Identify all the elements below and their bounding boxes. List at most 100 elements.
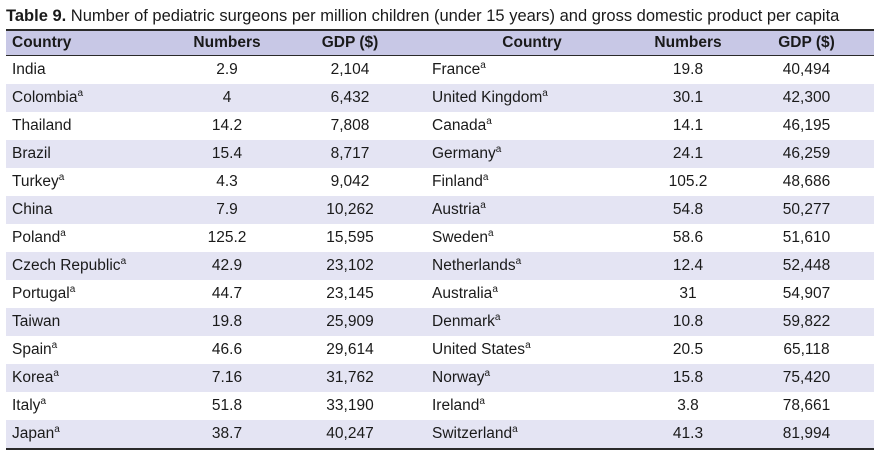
country-cell: Spaina bbox=[6, 336, 181, 364]
country-name: India bbox=[12, 61, 46, 78]
footnote-mark: a bbox=[486, 116, 492, 127]
country-cell: Francea bbox=[427, 56, 637, 85]
table-row: Italya 51.8 33,190 Irelanda 3.8 78,661 bbox=[6, 392, 874, 420]
table-row: Thailand 14.2 7,808 Canadaa 14.1 46,195 bbox=[6, 112, 874, 140]
footnote-mark: a bbox=[120, 256, 127, 267]
numbers-cell: 12.4 bbox=[672, 257, 704, 274]
numbers-cell: 4.3 bbox=[216, 173, 238, 190]
surgeons-gdp-table: Country Numbers GDP ($) Country Numbers … bbox=[6, 29, 874, 450]
country-cell: Netherlandsa bbox=[427, 252, 637, 280]
footnote-mark: a bbox=[492, 284, 498, 295]
country-cell: Taiwan bbox=[6, 308, 181, 336]
country-name: Korea bbox=[12, 369, 54, 386]
header-gdp-left: GDP ($) bbox=[321, 34, 379, 51]
country-cell: Finlanda bbox=[427, 168, 637, 196]
gdp-cell: 81,994 bbox=[782, 425, 831, 442]
gdp-cell: 65,118 bbox=[783, 341, 830, 358]
country-cell: Norwaya bbox=[427, 364, 637, 392]
caption-text: Number of pediatric surgeons per million… bbox=[66, 7, 840, 25]
country-name: Canada bbox=[432, 117, 487, 134]
numbers-cell: 125.2 bbox=[207, 229, 247, 246]
table-row: Brazil 15.4 8,717 Germanya 24.1 46,259 bbox=[6, 140, 874, 168]
country-cell: Thailand bbox=[6, 112, 181, 140]
gdp-cell: 59,822 bbox=[782, 313, 831, 330]
gdp-cell: 33,190 bbox=[326, 397, 374, 414]
numbers-cell: 46.6 bbox=[211, 341, 243, 358]
country-name: Spain bbox=[12, 341, 52, 358]
footnote-mark: a bbox=[542, 88, 548, 99]
gdp-cell: 7,808 bbox=[330, 117, 370, 134]
gdp-cell: 52,448 bbox=[782, 257, 831, 274]
footnote-mark: a bbox=[69, 284, 76, 295]
country-name: Japan bbox=[12, 425, 55, 442]
numbers-cell: 24.1 bbox=[672, 145, 704, 162]
header-numbers-left: Numbers bbox=[193, 34, 261, 51]
gdp-cell: 54,907 bbox=[782, 285, 831, 302]
country-name: Colombia bbox=[12, 89, 78, 106]
numbers-cell: 41.3 bbox=[672, 425, 704, 442]
numbers-cell: 15.8 bbox=[672, 369, 704, 386]
numbers-cell: 10.8 bbox=[672, 313, 704, 330]
numbers-cell: 4 bbox=[222, 89, 232, 106]
table-row: Taiwan 19.8 25,909 Denmarka 10.8 59,822 bbox=[6, 308, 874, 336]
table-header-row: Country Numbers GDP ($) Country Numbers … bbox=[6, 30, 874, 56]
table-row: Polanda 125.2 15,595 Swedena 58.6 51,610 bbox=[6, 224, 874, 252]
country-cell: Austriaa bbox=[427, 196, 637, 224]
country-cell: Swedena bbox=[427, 224, 637, 252]
gdp-cell: 10,262 bbox=[326, 201, 374, 218]
country-name: Ireland bbox=[432, 397, 480, 414]
footnote-mark: a bbox=[77, 88, 84, 99]
country-cell: Denmarka bbox=[427, 308, 637, 336]
country-cell: Polanda bbox=[6, 224, 181, 252]
country-name: Taiwan bbox=[12, 313, 61, 330]
numbers-cell: 3.8 bbox=[677, 397, 699, 414]
country-name: China bbox=[12, 201, 53, 218]
gdp-cell: 50,277 bbox=[782, 201, 831, 218]
country-name: Finland bbox=[432, 173, 483, 190]
footnote-mark: a bbox=[54, 424, 60, 435]
country-name: France bbox=[432, 61, 481, 78]
footnote-mark: a bbox=[484, 368, 491, 379]
footnote-mark: a bbox=[480, 60, 486, 71]
table-row: India 2.9 2,104 Francea 19.8 40,494 bbox=[6, 56, 874, 85]
gdp-cell: 23,102 bbox=[326, 257, 374, 274]
country-name: Poland bbox=[12, 229, 61, 246]
gdp-cell: 6,432 bbox=[330, 89, 370, 106]
footnote-mark: a bbox=[525, 340, 531, 351]
country-cell: Switzerlanda bbox=[427, 420, 637, 449]
table-row: Koreaa 7.16 31,762 Norwaya 15.8 75,420 bbox=[6, 364, 874, 392]
country-cell: Brazil bbox=[6, 140, 181, 168]
numbers-cell: 20.5 bbox=[672, 341, 704, 358]
country-name: Netherlands bbox=[432, 257, 516, 274]
footnote-mark: a bbox=[515, 256, 522, 267]
country-cell: Australiaa bbox=[427, 280, 637, 308]
footnote-mark: a bbox=[40, 396, 46, 407]
country-name: Germany bbox=[432, 145, 496, 162]
gdp-cell: 48,686 bbox=[782, 173, 831, 190]
numbers-cell: 7.16 bbox=[211, 369, 243, 386]
country-cell: Irelanda bbox=[427, 392, 637, 420]
table-row: China 7.9 10,262 Austriaa 54.8 50,277 bbox=[6, 196, 874, 224]
gdp-cell: 78,661 bbox=[782, 397, 831, 414]
table-row: Spaina 46.6 29,614 United Statesa 20.5 65,118 bbox=[6, 336, 874, 364]
footnote-mark: a bbox=[495, 144, 502, 155]
table-row: Japana 38.7 40,247 Switzerlanda 41.3 81,994 bbox=[6, 420, 874, 449]
country-name: Italy bbox=[12, 397, 41, 414]
country-cell: Koreaa bbox=[6, 364, 181, 392]
country-cell: United Statesa bbox=[427, 336, 637, 364]
country-name: Brazil bbox=[12, 145, 51, 162]
numbers-cell: 14.2 bbox=[211, 117, 243, 134]
footnote-mark: a bbox=[479, 396, 485, 407]
gdp-cell: 9,042 bbox=[330, 173, 370, 190]
numbers-cell: 38.7 bbox=[211, 425, 243, 442]
country-name: Denmark bbox=[432, 313, 495, 330]
country-name: Turkey bbox=[12, 173, 59, 190]
gdp-cell: 2,104 bbox=[330, 61, 370, 78]
country-name: Austria bbox=[432, 201, 481, 218]
numbers-cell: 42.9 bbox=[211, 257, 243, 274]
gdp-cell: 23,145 bbox=[326, 285, 374, 302]
country-cell: United Kingdoma bbox=[427, 84, 637, 112]
numbers-cell: 31 bbox=[679, 285, 697, 302]
gdp-cell: 25,909 bbox=[326, 313, 374, 330]
